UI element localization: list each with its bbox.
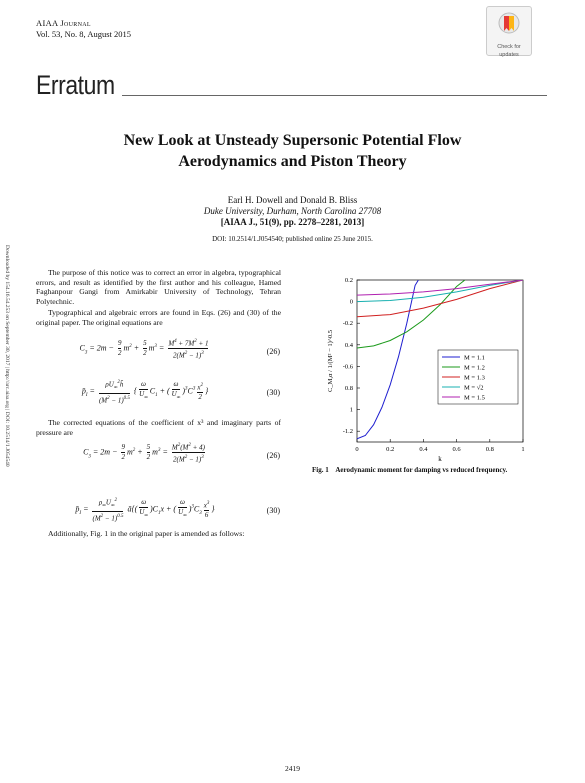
equation-30-original: p̄I = ρU∞2h̄ (M2 − 1)0.5 {ω U∞ C1 + (ω U∞)3C… xyxy=(81,380,280,405)
legend-label: M = 1.1 xyxy=(464,355,485,362)
series-line xyxy=(357,280,419,440)
byline: Earl H. Dowell and Donald B. Bliss Duke … xyxy=(40,195,545,228)
check-for-updates-badge[interactable]: Check for updates xyxy=(486,6,532,58)
x-tick-label: 0 xyxy=(355,446,358,453)
legend-label: M = √2 xyxy=(464,384,484,392)
badge-label-2: updates xyxy=(499,52,519,58)
series-line xyxy=(357,280,523,296)
y-tick-label: -0.2 xyxy=(343,320,353,327)
volume-line: Vol. 53, No. 8, August 2015 xyxy=(36,28,132,39)
x-tick-label: 1 xyxy=(521,446,524,453)
bookmark-icon xyxy=(498,12,520,34)
x-axis-label: k xyxy=(438,455,442,463)
caption-label: Fig. 1 xyxy=(312,466,329,474)
citation: [AIAA J., 51(9), pp. 2278–2281, 2013] xyxy=(220,217,365,227)
legend-label: M = 1.3 xyxy=(464,375,485,382)
paragraph-1: The purpose of this notice was to correc… xyxy=(36,268,281,306)
y-tick-label: 1 xyxy=(350,407,353,414)
section-heading: Erratum xyxy=(36,70,115,100)
y-tick-label: 0.8 xyxy=(345,385,353,392)
y-tick-label: 0.2 xyxy=(345,277,353,284)
paragraph-2: Typographical and algebraic errors are f… xyxy=(36,308,281,327)
badge-label-1: Check for xyxy=(497,44,521,50)
paragraph-4: Additionally, Fig. 1 in the original pap… xyxy=(48,529,245,538)
page-number: 2419 xyxy=(285,764,300,773)
equation-number: (26) xyxy=(266,451,280,460)
caption-text: Aerodynamic moment for damping vs reduce… xyxy=(335,466,508,474)
x-tick-label: 0.4 xyxy=(419,446,428,453)
x-tick-label: 0.6 xyxy=(453,446,462,453)
affiliation: Duke University, Durham, North Carolina … xyxy=(203,206,382,216)
series-line xyxy=(357,280,466,349)
y-tick-label: -1.2 xyxy=(343,428,353,435)
y-tick-label: 0 xyxy=(350,299,353,306)
equation-30-corrected: p̄I = ρ∞U∞2 (M2 − 1)0.5 ā{(ω U∞)C1x + (ω U∞… xyxy=(75,498,280,523)
series-line xyxy=(357,280,523,318)
title-line-1: New Look at Unsteady Supersonic Potentia… xyxy=(123,132,462,149)
download-sidebar: Downloaded by 154.16.54.253 on September… xyxy=(0,245,10,585)
download-notice: Downloaded by 154.16.54.253 on September… xyxy=(4,245,10,467)
article-title: New Look at Unsteady Supersonic Potentia… xyxy=(40,130,545,172)
header-rule xyxy=(122,95,547,96)
equation-26-original: C3 = 2m − 9 2 m2 + 5 2 m3 = M4 + 7M2 + 1 2(M2… xyxy=(79,339,280,360)
equation-number: (30) xyxy=(266,388,280,397)
figure-1-chart: 0 0.2 0.4 0.6 0.8 1 0.2 0 -0.2 0.4 -0.6 0.8 1 -1.2 k C_… xyxy=(327,277,525,463)
authors: Earl H. Dowell and Donald B. Bliss xyxy=(227,195,358,205)
equation-number: (26) xyxy=(266,347,280,356)
series-line xyxy=(357,280,523,303)
journal-header: AIAA Journal Vol. 53, No. 8, August 2015 xyxy=(36,18,131,39)
equation-26-corrected: C3 = 2m − 9 2 m2 + 5 2 m3 = M2(M2 + 4) 2(M2 −… xyxy=(83,443,280,464)
figure-caption: Fig. 1 Aerodynamic moment for damping vs… xyxy=(312,466,552,474)
title-line-2: Aerodynamics and Piston Theory xyxy=(178,153,407,170)
journal-name: AIAA Journal xyxy=(36,18,91,28)
doi-line: DOI: 10.2514/1.J054540; published online… xyxy=(212,235,373,243)
x-tick-label: 0.2 xyxy=(386,446,394,453)
equation-number: (30) xyxy=(266,506,280,515)
y-tick-label: -0.6 xyxy=(343,363,354,370)
paragraph-3: The corrected equations of the coefficie… xyxy=(36,418,281,437)
x-tick-label: 0.8 xyxy=(486,446,494,453)
y-axis-label: C_M,α / 1/(M² − 1)^0.5 xyxy=(327,330,334,392)
legend-label: M = 1.2 xyxy=(464,365,485,372)
plot-frame xyxy=(356,279,524,443)
legend-label: M = 1.5 xyxy=(464,395,485,402)
y-tick-label: 0.4 xyxy=(345,342,354,349)
